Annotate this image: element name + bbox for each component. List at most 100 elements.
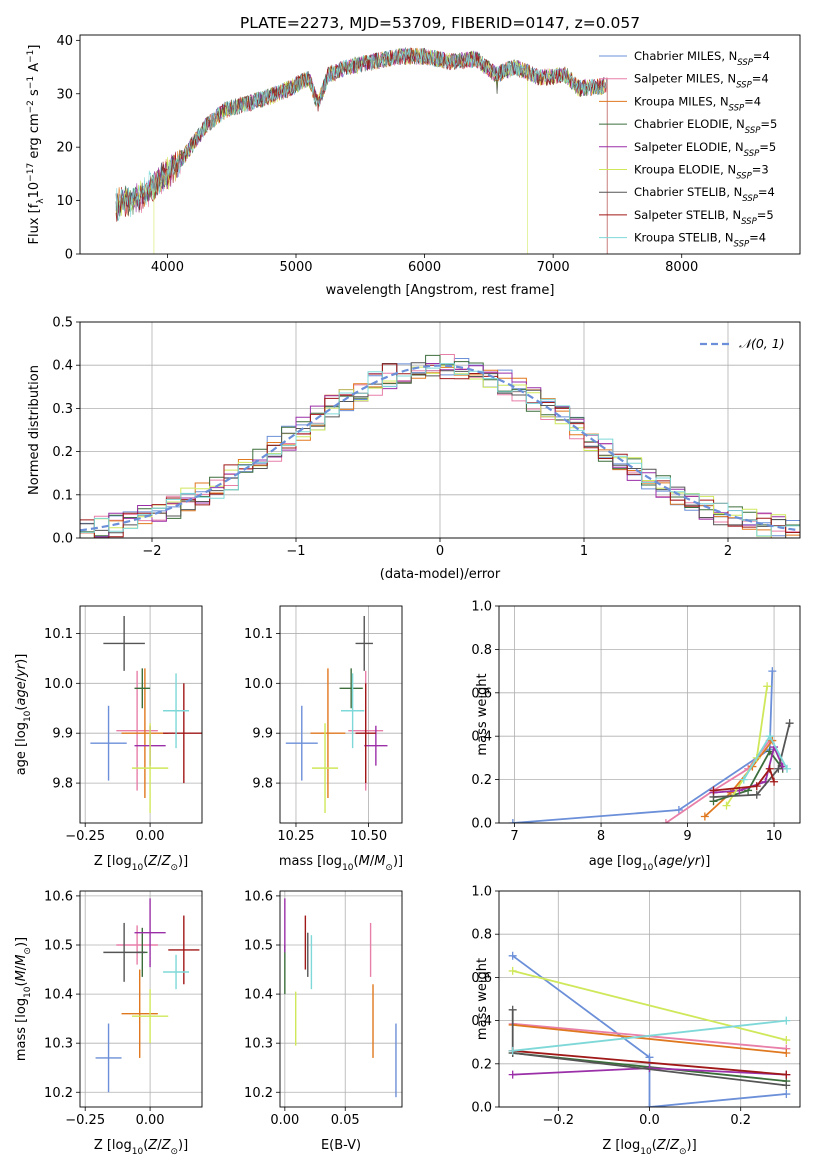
- x-tick-label: −0.25: [65, 829, 105, 844]
- legend-suffix: =4: [749, 231, 766, 245]
- legend-entry: Salpeter MILES, NSSP=4: [634, 72, 769, 91]
- point-salp_stelib: [355, 683, 376, 784]
- legend-label: Chabrier ELODIE, N: [634, 117, 745, 131]
- legend-subscript: SSP: [734, 240, 750, 250]
- legend-subscript: SSP: [745, 126, 761, 136]
- spectrum-frame: [79, 34, 801, 255]
- point-krou_elodie: [131, 723, 169, 814]
- legend-entry: Chabrier ELODIE, NSSP=5: [634, 117, 777, 136]
- point-chab_miles: [95, 1023, 122, 1093]
- y-tick-label: 1.0: [471, 885, 492, 900]
- x-tick-label: 1: [580, 544, 588, 559]
- legend-entry: Salpeter STELIB, NSSP=5: [634, 208, 774, 227]
- legend-suffix: =5: [759, 140, 776, 154]
- series-krou_stelib: [512, 1019, 787, 1052]
- y-tick-label: 9.8: [252, 777, 273, 792]
- y-tick-label: 0.1: [52, 488, 73, 503]
- spectrum-krou_stelib: [115, 48, 607, 221]
- marker-chab_miles: [508, 951, 517, 960]
- y-tick-label: 0.0: [471, 817, 492, 832]
- x-tick-label: 0.00: [270, 1113, 299, 1128]
- x-tick-label: 6000: [408, 260, 441, 275]
- point-krou_elodie: [131, 989, 169, 1044]
- y-tick-label: 9.8: [52, 777, 73, 792]
- legend-label: Salpeter MILES, N: [634, 72, 736, 86]
- series-krou_elodie: [512, 970, 787, 1041]
- y-axis-label: mass weight: [475, 958, 490, 1040]
- x-tick-label: 0.05: [331, 1113, 360, 1128]
- x-axis-label: Z [log10(Z/Z⊙)]: [94, 1138, 188, 1157]
- legend-subscript: SSP: [736, 172, 752, 182]
- y-axis-label: age [log10(age/yr)]: [14, 654, 33, 776]
- normal-curve: [80, 364, 798, 532]
- x-tick-label: 4000: [151, 260, 184, 275]
- point-chab_miles: [285, 705, 318, 781]
- y-tick-label: 10.5: [244, 939, 273, 954]
- y-tick-label: 0.4: [471, 730, 492, 745]
- x-tick-label: 7000: [537, 260, 570, 275]
- point-salp_stelib: [163, 683, 202, 784]
- point-krou_miles: [310, 668, 346, 799]
- legend-suffix: =4: [752, 72, 769, 86]
- x-axis-label: wavelength [Angstrom, rest frame]: [326, 283, 555, 298]
- marker-chab_miles: [508, 819, 517, 823]
- y-tick-label: 0.2: [52, 445, 73, 460]
- marker-salp_stelib: [765, 764, 774, 773]
- mass_vs_ebv-frame: [279, 890, 403, 1108]
- point-krou_stelib: [163, 673, 190, 749]
- marker-krou_elodie: [722, 801, 731, 810]
- x-axis-label: Z [log10(Z/Z⊙)]: [94, 854, 188, 873]
- legend-subscript: SSP: [742, 194, 758, 204]
- y-tick-label: 0.0: [471, 1101, 492, 1116]
- legend-label: Chabrier STELIB, N: [634, 185, 742, 199]
- y-tick-label: 0.8: [471, 928, 492, 943]
- spectrum-axes: 4000 5000 6000 7000 8000 0 10 20 30 40: [56, 34, 698, 275]
- age_vs_mass-axes: 10.25 10.50 9.8 9.9 10.0 10.1: [244, 606, 402, 844]
- legend-entry: Kroupa STELIB, NSSP=4: [634, 231, 766, 250]
- y-tick-label: 10.4: [244, 988, 273, 1003]
- y-tick-label: 10.6: [44, 889, 73, 904]
- mass_vs_ebv-axes: 0.00 0.05 10.2 10.3 10.4 10.5 10.6: [244, 889, 402, 1128]
- y-tick-label: 10.0: [244, 677, 273, 692]
- marker-chab_miles: [674, 805, 683, 814]
- point-salp_elodie: [364, 725, 388, 766]
- marker-chab_stelib: [785, 719, 794, 728]
- y-tick-label: 0.2: [471, 773, 492, 788]
- y-tick-label: 0.8: [471, 643, 492, 658]
- x-tick-label: 0: [436, 544, 444, 559]
- legend-subscript: SSP: [736, 81, 752, 91]
- marker-salp_stelib: [782, 1070, 791, 1079]
- marker-chab_stelib: [752, 790, 761, 799]
- marker-krou_elodie: [508, 966, 517, 975]
- y-tick-label: 10.4: [44, 988, 73, 1003]
- legend-entry: Kroupa MILES, NSSP=4: [634, 94, 761, 113]
- point-krou_miles: [121, 668, 169, 799]
- point-krou_stelib: [341, 673, 365, 749]
- legend-subscript: SSP: [744, 149, 760, 159]
- y-tick-label: 10: [56, 194, 73, 209]
- massweight_vs_age-frame: [498, 605, 801, 824]
- legend-entry: Kroupa ELODIE, NSSP=3: [634, 163, 769, 182]
- massweight_vs_age-axes: 7 8 9 10 0.0 0.2 0.4 0.6 0.8 1.0: [471, 600, 800, 844]
- marker-krou_stelib: [782, 1016, 791, 1025]
- age_vs_Z-frame: [79, 605, 203, 824]
- y-tick-label: 0.5: [52, 316, 73, 331]
- x-tick-label: 0.00: [136, 829, 165, 844]
- legend-label: Salpeter ELODIE, N: [634, 140, 744, 154]
- age_vs_mass-frame: [279, 605, 403, 824]
- point-salp_miles: [116, 925, 158, 965]
- legend-label: Kroupa ELODIE, N: [634, 163, 736, 177]
- x-tick-label: 0.2: [730, 1113, 751, 1128]
- marker-salp_miles: [661, 819, 670, 823]
- y-tick-label: 10.6: [244, 889, 273, 904]
- y-axis-label: mass [log10(M/M⊙)]: [14, 937, 33, 1061]
- massweight_vs_Z-frame: [498, 890, 801, 1108]
- marker-chab_stelib: [508, 1005, 517, 1014]
- y-tick-label: 0: [65, 248, 73, 263]
- age_vs_Z-axes: −0.25 0.00 9.8 9.9 10.0 10.1: [44, 606, 202, 844]
- point-krou_stelib: [163, 954, 190, 990]
- y-tick-label: 10.3: [44, 1037, 73, 1052]
- spectrum-chab_stelib: [115, 46, 605, 221]
- x-tick-label: 8: [597, 829, 605, 844]
